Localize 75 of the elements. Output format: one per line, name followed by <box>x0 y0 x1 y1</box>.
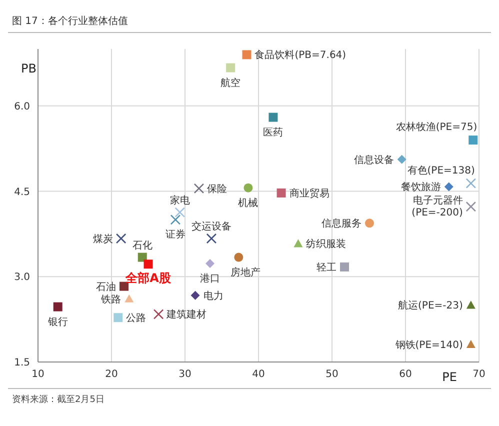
point <box>144 260 153 269</box>
x-tick-label: 30 <box>178 369 192 380</box>
series-label: 航运(PE=-23) <box>398 300 463 312</box>
series-label: 银行 <box>46 316 68 328</box>
x-tick-label: 10 <box>32 369 44 380</box>
series-label: 交运设备 <box>191 220 232 233</box>
series-label: 建筑建材 <box>166 308 207 321</box>
point <box>138 252 147 262</box>
y-tick-label: 1.5 <box>14 358 30 369</box>
point <box>190 290 200 300</box>
y-tick-label: 4.5 <box>14 186 30 198</box>
point <box>397 154 406 164</box>
point <box>444 182 454 192</box>
point <box>53 302 62 312</box>
series-label: 信息服务 <box>321 218 362 230</box>
series-label: 钢铁(PE=140) <box>394 338 464 351</box>
point <box>294 239 303 248</box>
series-label: 证券 <box>165 228 186 241</box>
chart-title: 图 17：各个行业整体估值 <box>8 8 491 33</box>
series-label: 港口 <box>200 272 220 285</box>
point <box>242 50 252 60</box>
series-label: 信息设备 <box>354 154 394 166</box>
point <box>174 207 186 218</box>
series-label: 家电 <box>170 194 190 206</box>
series-label: 航空 <box>220 76 241 89</box>
series-label: 电力 <box>203 290 224 302</box>
series-label: 机械 <box>238 196 258 209</box>
series-label: 保险 <box>206 182 227 195</box>
point <box>116 233 126 244</box>
series-label: 轻工 <box>316 261 336 274</box>
series-label: 有色(PE=138) <box>407 164 476 176</box>
point <box>466 340 476 348</box>
point <box>466 178 476 188</box>
point <box>268 112 278 122</box>
point <box>466 300 476 309</box>
text: 资料来源：截至2月5日 <box>12 394 106 406</box>
point <box>194 183 204 194</box>
series-label: 食品饮料(PB=7.64) <box>254 49 346 62</box>
point <box>226 63 236 72</box>
x-axis-title: PE <box>442 370 457 384</box>
point <box>114 313 123 322</box>
point <box>170 214 181 225</box>
point <box>153 309 164 320</box>
x-tick-label: 50 <box>326 369 338 380</box>
series-label: 公路 <box>126 312 146 324</box>
y-tick-label: 6.0 <box>14 101 30 112</box>
series-label: 房地产 <box>230 266 261 278</box>
point <box>466 201 476 212</box>
point <box>205 259 214 268</box>
point <box>468 136 478 145</box>
x-tick-label: 40 <box>252 369 265 380</box>
point <box>276 188 286 198</box>
series-label: 铁路 <box>100 293 122 306</box>
series-label: 煤炭 <box>93 233 114 246</box>
x-tick-label: 20 <box>105 369 118 380</box>
point <box>206 233 217 244</box>
point <box>119 282 128 291</box>
y-tick-label: 3.0 <box>14 272 30 284</box>
series-label: 商业贸易 <box>289 187 330 200</box>
series-label: 电子元器件(PE=-200) <box>412 194 464 219</box>
point <box>340 262 349 272</box>
series-label: 纺织服装 <box>306 238 346 250</box>
series-label: 餐饮旅游 <box>400 181 441 194</box>
series-label: 全部A股 <box>124 271 172 286</box>
series-label: 农林牧渔(PE=75) <box>396 121 478 134</box>
point <box>124 294 134 302</box>
point <box>234 252 244 262</box>
series-label: 石油 <box>96 280 116 293</box>
x-tick-label: 70 <box>472 369 486 380</box>
point <box>364 218 374 228</box>
point <box>244 183 253 192</box>
x-tick-label: 60 <box>399 369 412 380</box>
series-label: 医药 <box>263 126 284 138</box>
series-label: 石化 <box>132 239 152 252</box>
y-axis-title: PB <box>21 62 36 76</box>
